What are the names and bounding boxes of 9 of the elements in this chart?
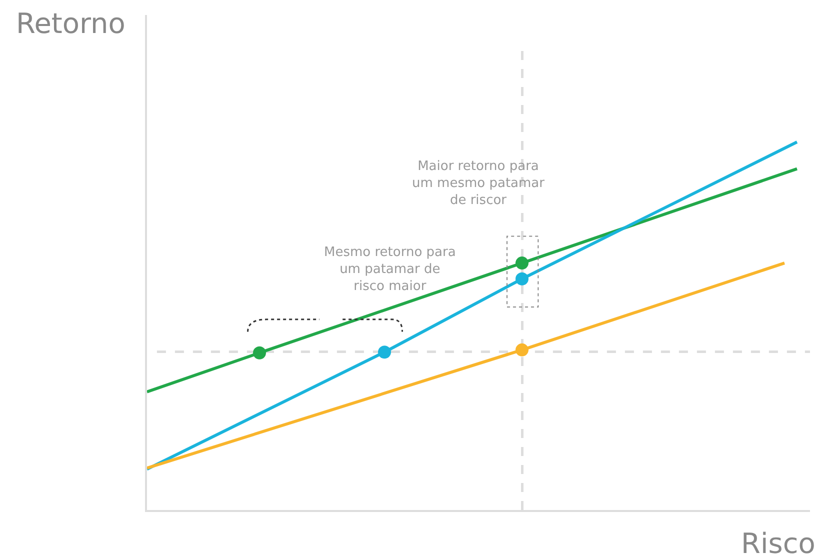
annotation: Maior retorno para um mesmo patamar de riscor <box>412 159 546 208</box>
point <box>378 346 391 359</box>
x-axis-title: Risco <box>741 527 816 559</box>
annotation: Mesmo retorno para um patamar de risco maior <box>324 245 456 294</box>
point <box>253 346 266 360</box>
point <box>516 343 528 356</box>
point <box>516 256 528 270</box>
point <box>516 272 528 286</box>
y-axis-title: Retorno <box>16 7 126 40</box>
